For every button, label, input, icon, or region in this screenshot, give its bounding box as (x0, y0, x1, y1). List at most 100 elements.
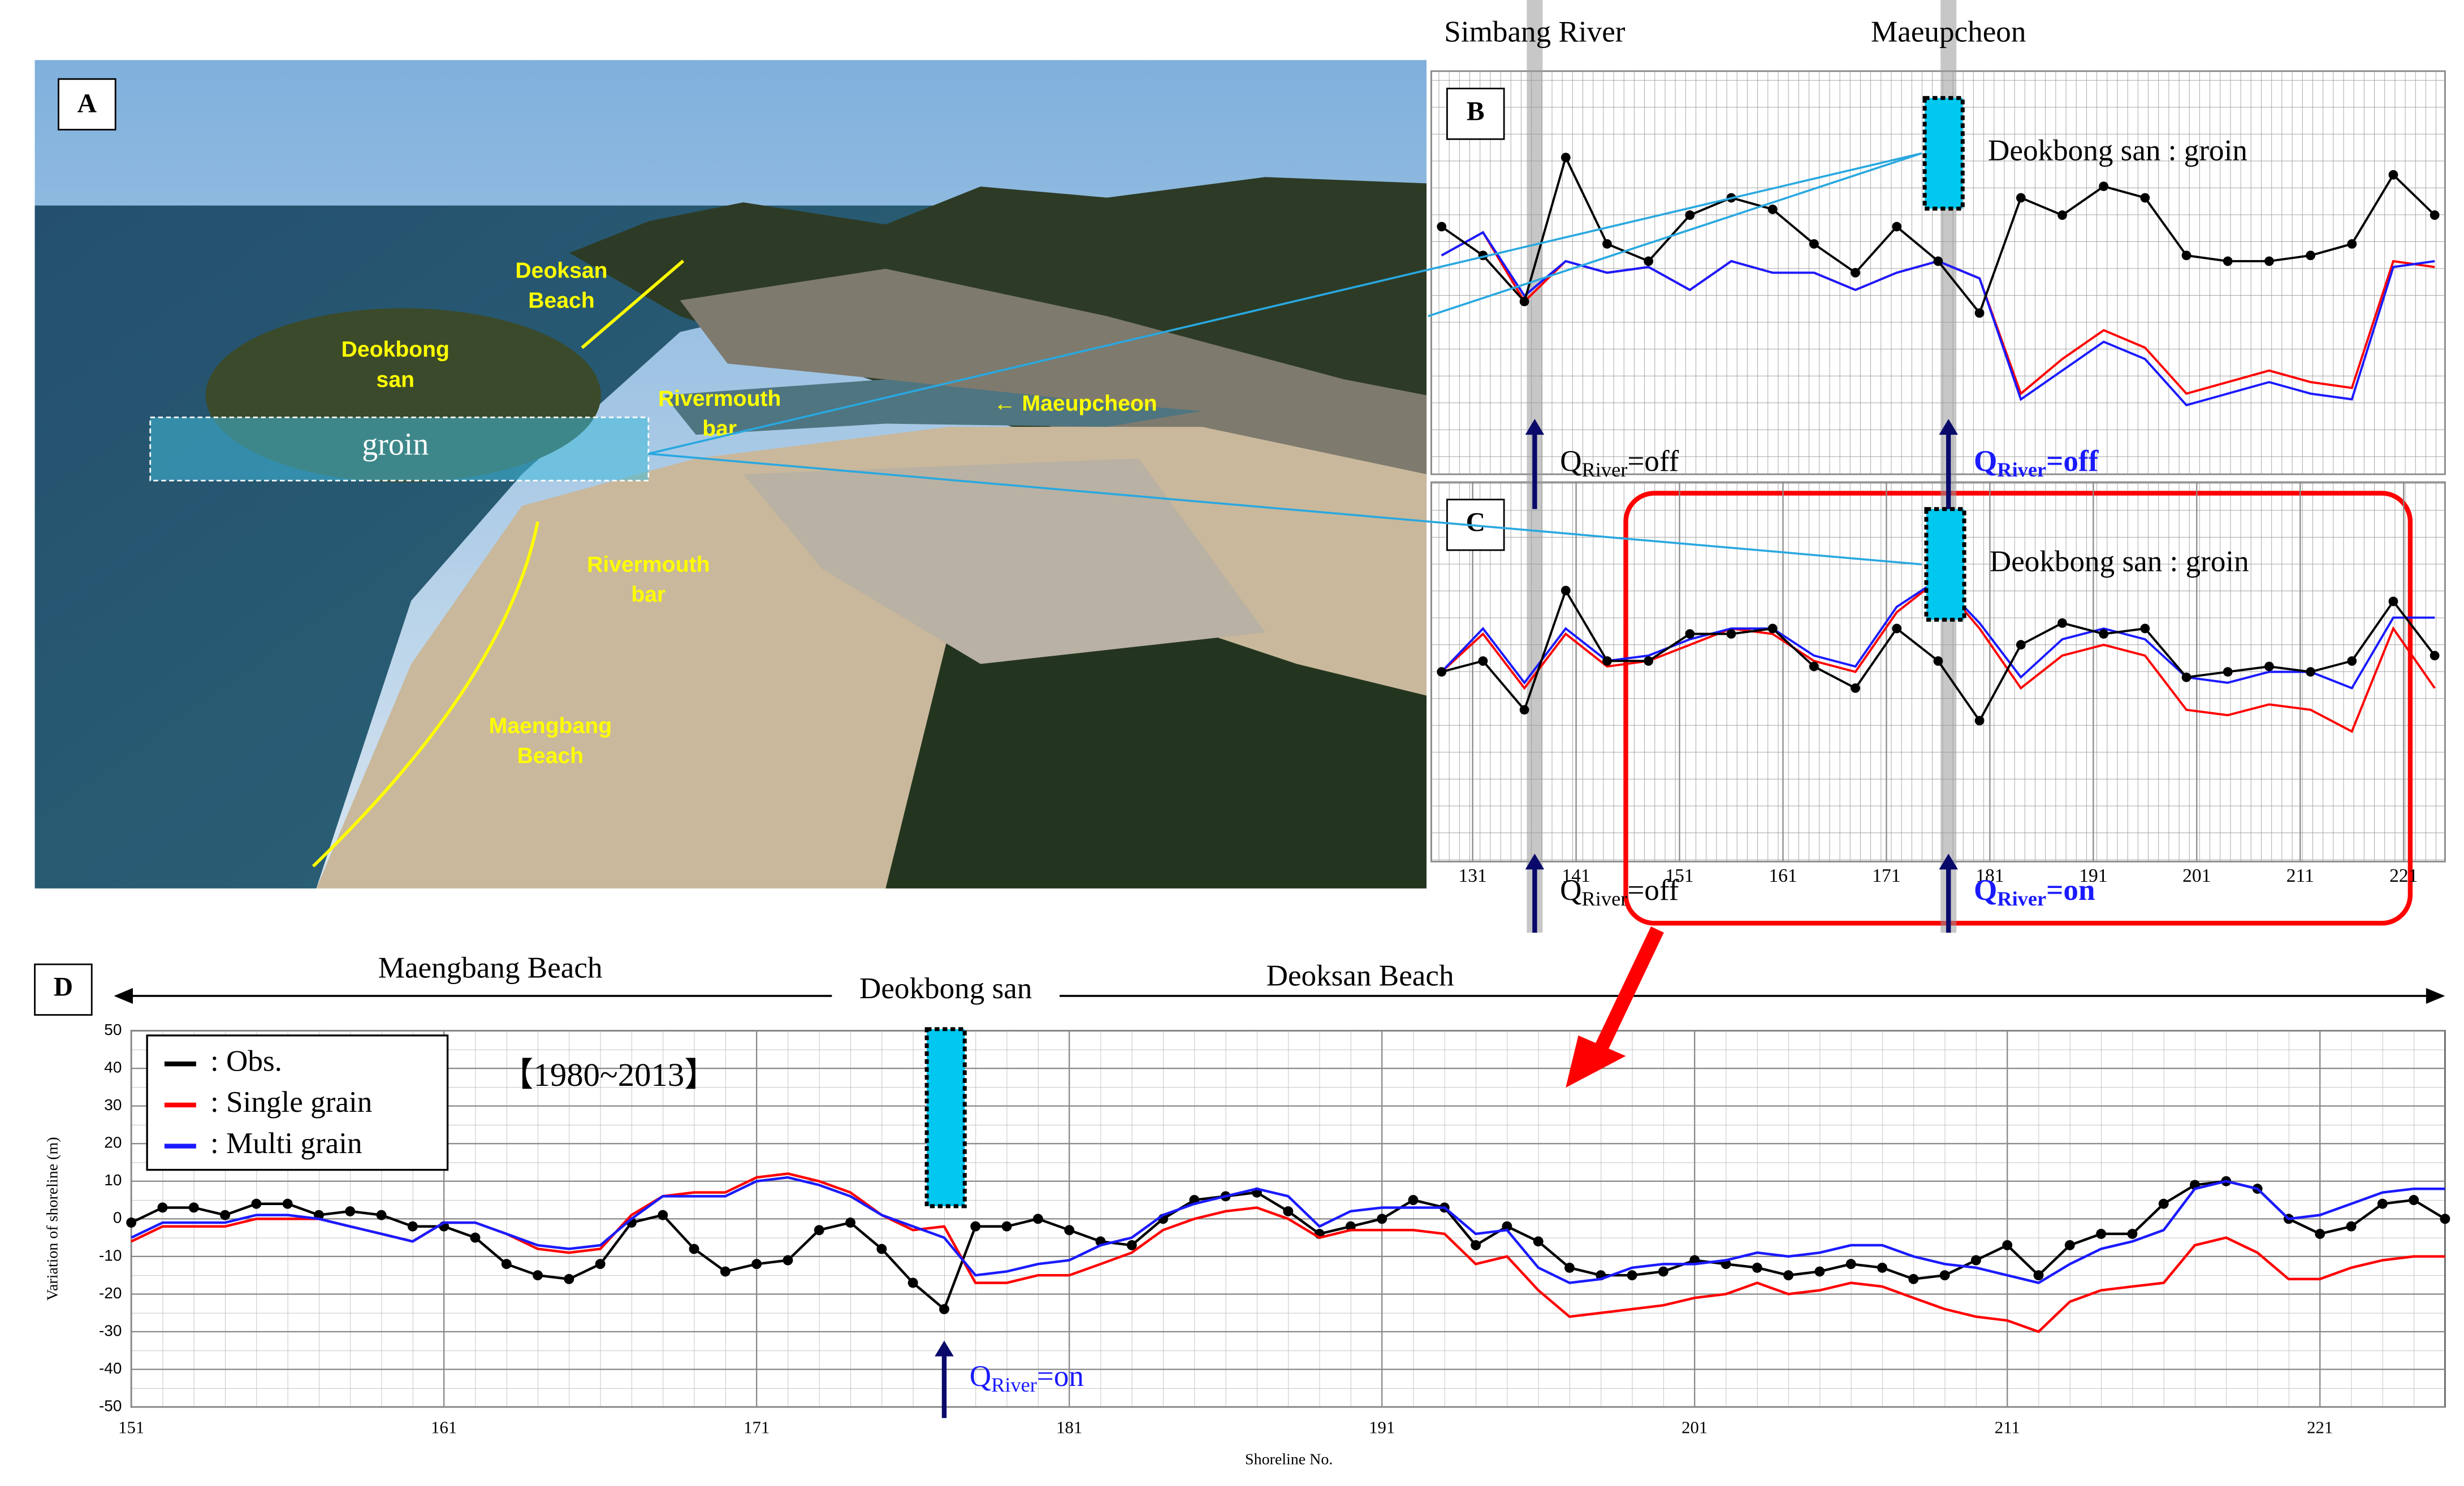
y-tick-label: -50 (99, 1397, 122, 1415)
panel-label: C (1466, 508, 1485, 537)
x-tick-label: 141 (1562, 865, 1590, 886)
data-point (2388, 596, 2398, 606)
data-point (1471, 1240, 1481, 1250)
y-tick-label: 20 (104, 1134, 122, 1151)
y-tick-label: -20 (99, 1284, 122, 1302)
q-river-label: QRiver=on (1974, 874, 2095, 910)
data-point (1685, 210, 1695, 220)
data-point (689, 1244, 699, 1254)
text-part: River (1582, 888, 1628, 911)
data-point (2158, 1198, 2169, 1209)
x-tick-label: 161 (431, 1418, 457, 1437)
region-label: Deoksan Beach (1266, 959, 1454, 992)
x-axis-label: Shoreline No. (1245, 1451, 1333, 1468)
text-part: Q (1560, 445, 1581, 478)
x-tick-label: 171 (743, 1418, 770, 1437)
data-point (1933, 656, 1943, 666)
data-point (126, 1218, 137, 1228)
arrow-head (1525, 854, 1545, 870)
data-point (2430, 210, 2440, 220)
data-point (2181, 250, 2191, 261)
data-point (1685, 629, 1695, 639)
x-tick-label: 191 (2079, 865, 2107, 886)
data-point (2099, 181, 2109, 192)
data-point (2016, 640, 2026, 650)
data-point (188, 1202, 199, 1213)
x-tick-label: 161 (1769, 865, 1797, 886)
data-point (1809, 661, 1819, 671)
photo-label: bar (631, 583, 665, 607)
panel-label: D (54, 973, 73, 1002)
y-axis-label: Variation of shoreline (m) (44, 1137, 62, 1301)
red-arrow (1566, 926, 1664, 1088)
x-tick-label: 201 (2182, 865, 2211, 886)
x-tick-label: 211 (2286, 865, 2314, 886)
data-point (970, 1221, 981, 1232)
data-point (1752, 1262, 1762, 1273)
data-point (2347, 239, 2357, 249)
groin-marker (1922, 96, 1965, 211)
data-point (2096, 1229, 2107, 1239)
text-part: =off (1627, 445, 1679, 478)
data-point (1767, 623, 1778, 634)
y-tick-label: 50 (104, 1021, 122, 1038)
data-point (1533, 1236, 1544, 1247)
x-tick-label: 181 (1975, 865, 2004, 886)
data-point (2223, 667, 2233, 677)
data-point (501, 1259, 512, 1270)
data-point (1519, 705, 1529, 715)
y-tick-label: -30 (99, 1322, 122, 1339)
data-point (845, 1218, 856, 1228)
groin-marker (1924, 507, 1966, 622)
data-point (1939, 1270, 1950, 1281)
data-point (1064, 1225, 1075, 1236)
data-point (220, 1210, 231, 1220)
groin-label: Deokbong san : groin (1990, 545, 2249, 578)
data-point (470, 1232, 481, 1243)
data-point (1970, 1255, 1981, 1266)
text-part: River (1997, 458, 2046, 481)
data-point (2223, 256, 2233, 266)
photo-label: san (377, 367, 414, 392)
data-point (783, 1255, 793, 1266)
arrow-head (2426, 988, 2445, 1004)
data-point (751, 1259, 762, 1270)
x-tick-label: 131 (1458, 865, 1486, 886)
data-point (1602, 656, 1612, 666)
data-point (595, 1259, 606, 1270)
legend-label: : Single grain (210, 1086, 372, 1119)
data-point (1933, 256, 1943, 266)
photo-label: Maengbang (489, 714, 612, 738)
data-point (1519, 297, 1529, 306)
q-river-label: QRiver=off (1560, 445, 1679, 481)
data-point (1892, 623, 1902, 634)
data-point (1627, 1270, 1637, 1281)
data-point (1437, 667, 1447, 677)
photo-label: ← Maeupcheon (993, 391, 1157, 415)
data-point (1564, 1262, 1575, 1273)
x-tick-label: 201 (1681, 1418, 1707, 1437)
groin-label: groin (362, 427, 429, 462)
photo-label: Deoksan (515, 258, 607, 283)
text-part: Q (970, 1360, 991, 1393)
x-tick-label: 151 (1665, 865, 1693, 886)
text-part: =on (2046, 874, 2095, 907)
data-point (1851, 683, 1860, 693)
data-point (814, 1225, 824, 1236)
data-point (407, 1221, 418, 1232)
data-point (1726, 629, 1736, 639)
q-river-label: QRiver=on (970, 1360, 1084, 1396)
period-label: 【1980~2013】 (500, 1056, 717, 1093)
photo-label: Deokbong (341, 337, 449, 362)
data-point (1892, 222, 1902, 232)
data-point (2264, 661, 2274, 671)
arrow-head (114, 988, 133, 1004)
data-point (1126, 1240, 1137, 1250)
arrow-head (1939, 419, 1959, 435)
x-tick-label: 191 (1369, 1418, 1395, 1437)
highlight-box (1623, 491, 2413, 926)
data-point (1783, 1270, 1794, 1281)
x-tick-label: 151 (118, 1418, 144, 1437)
x-tick-label: 221 (2307, 1418, 2333, 1437)
